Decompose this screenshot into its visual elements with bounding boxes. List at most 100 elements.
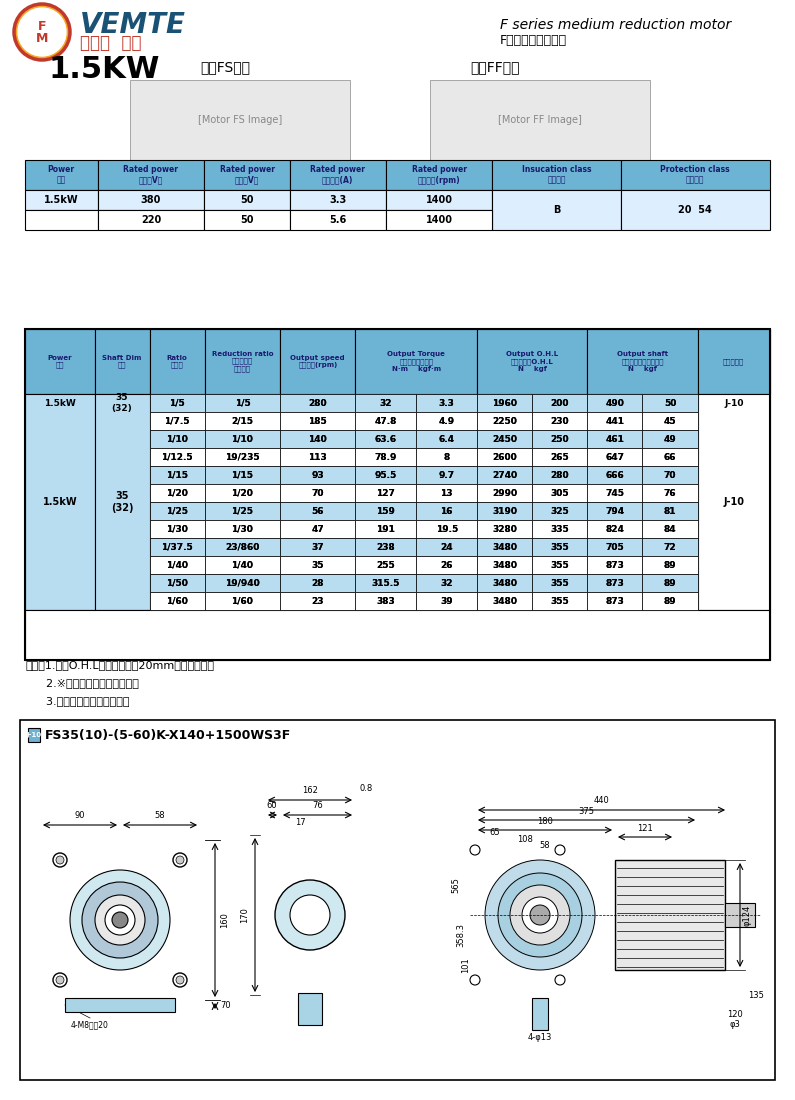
Bar (477, 538, 533, 556)
Text: B: B (553, 205, 560, 214)
Text: 1/15: 1/15 (231, 471, 254, 480)
Bar (642, 448, 697, 466)
Text: 238: 238 (377, 542, 395, 551)
Text: 101: 101 (461, 957, 470, 972)
Bar (205, 412, 280, 430)
Bar (477, 520, 533, 538)
Circle shape (56, 856, 64, 864)
Circle shape (82, 882, 158, 958)
Bar (280, 502, 355, 520)
Text: 3480: 3480 (492, 561, 518, 570)
Text: 28: 28 (312, 579, 324, 587)
Bar (477, 412, 533, 430)
Bar (477, 556, 533, 574)
Text: 減速機  電機: 減速機 電機 (80, 34, 142, 52)
Text: 76: 76 (664, 488, 677, 497)
Bar (492, 190, 621, 230)
Bar (149, 430, 205, 448)
Text: 185: 185 (308, 417, 328, 426)
Bar (25, 394, 95, 412)
Text: 1/20: 1/20 (231, 488, 254, 497)
Bar (417, 448, 477, 466)
Text: 78.9: 78.9 (374, 452, 397, 462)
Bar (417, 592, 477, 611)
Text: VEMTE: VEMTE (80, 11, 186, 38)
Text: 250: 250 (550, 434, 569, 443)
Text: [Motor FF Image]: [Motor FF Image] (498, 116, 582, 125)
Circle shape (173, 974, 187, 987)
Bar (588, 394, 642, 412)
Bar (355, 538, 417, 556)
Text: 4-φ13: 4-φ13 (528, 1033, 553, 1042)
Text: 90: 90 (75, 811, 85, 819)
Text: Rated power
頻率（V）: Rated power 頻率（V） (219, 165, 274, 185)
Text: 255: 255 (377, 561, 395, 570)
Bar (417, 520, 477, 538)
Bar (417, 412, 477, 430)
Text: 255: 255 (377, 561, 395, 570)
Bar (386, 190, 492, 210)
Bar (492, 160, 621, 190)
Bar (430, 80, 650, 160)
Bar (280, 592, 355, 611)
Text: 60: 60 (266, 801, 277, 810)
Circle shape (105, 905, 135, 935)
Text: 47: 47 (312, 525, 324, 533)
Text: 113: 113 (308, 452, 328, 462)
Text: Output Torque
輸出扭矩許用扭力
N·m    kgf·m: Output Torque 輸出扭矩許用扭力 N·m kgf·m (387, 351, 445, 372)
Text: 35
(32): 35 (32) (112, 394, 133, 412)
Text: J-10: J-10 (724, 398, 743, 407)
Text: 1/10: 1/10 (231, 434, 254, 443)
Bar (588, 448, 642, 466)
Bar (28, 728, 40, 743)
Bar (417, 520, 477, 538)
Text: 325: 325 (550, 506, 569, 516)
Text: 265: 265 (550, 452, 569, 462)
Text: 355: 355 (550, 596, 569, 605)
Bar (355, 412, 417, 430)
Text: 23/860: 23/860 (225, 542, 260, 551)
Text: 2/15: 2/15 (231, 417, 254, 426)
Bar (355, 502, 417, 520)
Bar (280, 502, 355, 520)
Text: 490: 490 (606, 398, 624, 407)
Bar (280, 412, 355, 430)
Text: 24: 24 (440, 542, 453, 551)
Bar (417, 556, 477, 574)
Text: F系列中型減速電機: F系列中型減速電機 (500, 33, 567, 46)
Bar (355, 556, 417, 574)
Text: 3.括號（）滿實心軸軸徑。: 3.括號（）滿實心軸軸徑。 (25, 696, 130, 706)
Bar (533, 466, 588, 484)
Bar (205, 538, 280, 556)
Bar (205, 394, 280, 412)
Bar (588, 329, 697, 394)
Circle shape (470, 975, 480, 984)
Text: 47: 47 (312, 525, 324, 533)
Text: 383: 383 (377, 596, 395, 605)
Text: 3480: 3480 (492, 596, 518, 605)
Text: 26: 26 (440, 561, 453, 570)
Text: 1/10: 1/10 (166, 434, 188, 443)
Bar (477, 538, 533, 556)
Bar (205, 520, 280, 538)
Circle shape (56, 976, 64, 984)
Text: 1/50: 1/50 (166, 579, 188, 587)
Bar (149, 329, 205, 394)
Text: J-10: J-10 (26, 732, 41, 738)
Bar (20, 720, 775, 1080)
Bar (533, 556, 588, 574)
Bar (280, 556, 355, 574)
Circle shape (498, 873, 582, 957)
Bar (533, 394, 588, 412)
Bar (280, 466, 355, 484)
Text: 873: 873 (606, 579, 624, 587)
Bar (642, 520, 697, 538)
Text: 355: 355 (550, 596, 569, 605)
Bar (280, 520, 355, 538)
Text: 3480: 3480 (492, 542, 518, 551)
Bar (205, 466, 280, 484)
Text: 50: 50 (664, 398, 677, 407)
Text: 1/37.5: 1/37.5 (161, 542, 193, 551)
Bar (149, 538, 205, 556)
Text: 162: 162 (302, 786, 318, 795)
